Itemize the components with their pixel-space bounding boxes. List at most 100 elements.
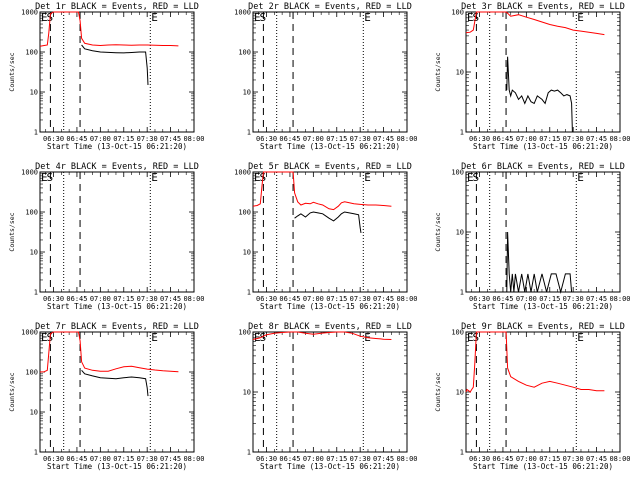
x-axis-label: Start Time (13-Oct-15 06:21:20) — [260, 302, 400, 311]
panel-title: Det 8r BLACK = Events, RED = LLD — [248, 322, 412, 332]
lld-series-line — [39, 331, 179, 373]
y-tick-label: 1000 — [21, 9, 38, 17]
events-series-line — [81, 369, 149, 397]
y-tick-label: 1000 — [21, 169, 38, 177]
y-tick-label: 10 — [456, 229, 464, 237]
x-tick-label: 07:30 — [137, 455, 158, 463]
y-tick-label: 100 — [238, 329, 251, 337]
x-tick-label: 07:00 — [90, 135, 111, 143]
events-series-line — [506, 56, 573, 133]
x-tick-label: 07:30 — [137, 295, 158, 303]
x-tick-label: 06:30 — [256, 455, 277, 463]
event-marker-label: E — [151, 11, 158, 24]
event-marker-label: E — [254, 171, 261, 184]
y-axis-label: Counts/sec — [434, 212, 442, 251]
y-axis-label: Counts/sec — [8, 52, 16, 91]
x-tick-label: 06:30 — [469, 295, 490, 303]
x-axis-label: Start Time (13-Oct-15 06:21:20) — [47, 462, 187, 471]
x-tick-label: 07:45 — [160, 455, 181, 463]
y-tick-label: 100 — [25, 49, 38, 57]
x-tick-label: 06:45 — [492, 295, 513, 303]
x-tick-label: 07:45 — [160, 295, 181, 303]
detector-panel-4: Det 4r BLACK = Events, RED = LLD 1 10 100 10… — [8, 162, 205, 311]
panel-title: Det 7r BLACK = Events, RED = LLD — [35, 322, 199, 332]
y-tick-label: 10 — [243, 89, 251, 97]
x-tick-label: 06:45 — [279, 295, 300, 303]
x-tick-label: 07:30 — [563, 135, 584, 143]
events-series-line — [506, 231, 574, 294]
y-tick-label: 1 — [34, 449, 38, 457]
x-tick-label: 07:15 — [539, 295, 560, 303]
y-tick-label: 1 — [460, 289, 464, 297]
lld-series-line — [252, 331, 392, 340]
y-tick-label: 1 — [247, 129, 251, 137]
panel-title: Det 3r BLACK = Events, RED = LLD — [461, 2, 625, 12]
x-tick-label: 08:00 — [396, 295, 417, 303]
plot-frame — [465, 11, 621, 133]
x-tick-label: 07:45 — [586, 135, 607, 143]
x-tick-label: 08:00 — [609, 295, 630, 303]
x-tick-label: 06:30 — [469, 455, 490, 463]
plot-frame — [39, 171, 195, 293]
x-tick-label: 06:30 — [43, 135, 64, 143]
plot-frame — [465, 331, 621, 453]
x-axis-label: Start Time (13-Oct-15 06:21:20) — [473, 462, 613, 471]
panel-title: Det 9r BLACK = Events, RED = LLD — [461, 322, 625, 332]
x-tick-label: 08:00 — [183, 295, 204, 303]
y-tick-label: 100 — [238, 209, 251, 217]
plot-frame — [252, 331, 408, 453]
x-tick-label: 06:45 — [66, 295, 87, 303]
y-tick-label: 1 — [460, 129, 464, 137]
x-tick-label: 06:30 — [43, 295, 64, 303]
y-tick-label: 10 — [30, 89, 38, 97]
detector-panel-9: Det 9r BLACK = Events, RED = LLD 1 10 100 06… — [434, 322, 631, 471]
lld-series-line — [39, 11, 179, 47]
y-tick-label: 100 — [451, 169, 464, 177]
x-tick-label: 08:00 — [183, 455, 204, 463]
lld-series-line — [465, 331, 605, 393]
event-marker-label: S — [260, 11, 267, 24]
x-tick-label: 07:45 — [373, 135, 394, 143]
x-tick-label: 07:45 — [586, 455, 607, 463]
x-tick-label: 06:30 — [43, 455, 64, 463]
event-marker-label: E — [364, 11, 371, 24]
x-tick-label: 07:30 — [563, 295, 584, 303]
event-marker-label: E — [41, 171, 48, 184]
x-tick-label: 07:15 — [113, 455, 134, 463]
x-tick-label: 07:00 — [90, 295, 111, 303]
lld-series-line — [252, 171, 392, 211]
x-axis-label: Start Time (13-Oct-15 06:21:20) — [47, 302, 187, 311]
x-tick-label: 07:15 — [113, 135, 134, 143]
y-tick-label: 1 — [34, 289, 38, 297]
x-tick-label: 07:30 — [350, 295, 371, 303]
events-series-line — [294, 211, 362, 233]
event-marker-label: E — [151, 331, 158, 344]
x-tick-label: 08:00 — [396, 455, 417, 463]
y-tick-label: 10 — [456, 389, 464, 397]
event-marker-label: S — [473, 171, 480, 184]
x-tick-label: 07:45 — [373, 295, 394, 303]
x-tick-label: 07:45 — [586, 295, 607, 303]
y-tick-label: 1 — [460, 449, 464, 457]
y-axis-label: Counts/sec — [434, 52, 442, 91]
y-tick-label: 10 — [243, 249, 251, 257]
x-tick-label: 06:45 — [66, 135, 87, 143]
x-tick-label: 07:30 — [350, 135, 371, 143]
y-tick-label: 1000 — [234, 9, 251, 17]
y-axis-label: Counts/sec — [8, 212, 16, 251]
x-tick-label: 07:15 — [326, 135, 347, 143]
y-tick-label: 10 — [243, 389, 251, 397]
y-tick-label: 100 — [451, 9, 464, 17]
x-tick-label: 06:30 — [256, 135, 277, 143]
lld-series-line — [465, 11, 605, 36]
events-series-line — [81, 44, 149, 86]
x-tick-label: 07:00 — [303, 295, 324, 303]
y-tick-label: 1000 — [234, 169, 251, 177]
event-marker-label: E — [577, 171, 584, 184]
event-marker-label: E — [41, 11, 48, 24]
y-axis-label: Counts/sec — [434, 372, 442, 411]
y-tick-label: 1 — [247, 449, 251, 457]
event-marker-label: E — [577, 11, 584, 24]
x-tick-label: 07:30 — [137, 135, 158, 143]
